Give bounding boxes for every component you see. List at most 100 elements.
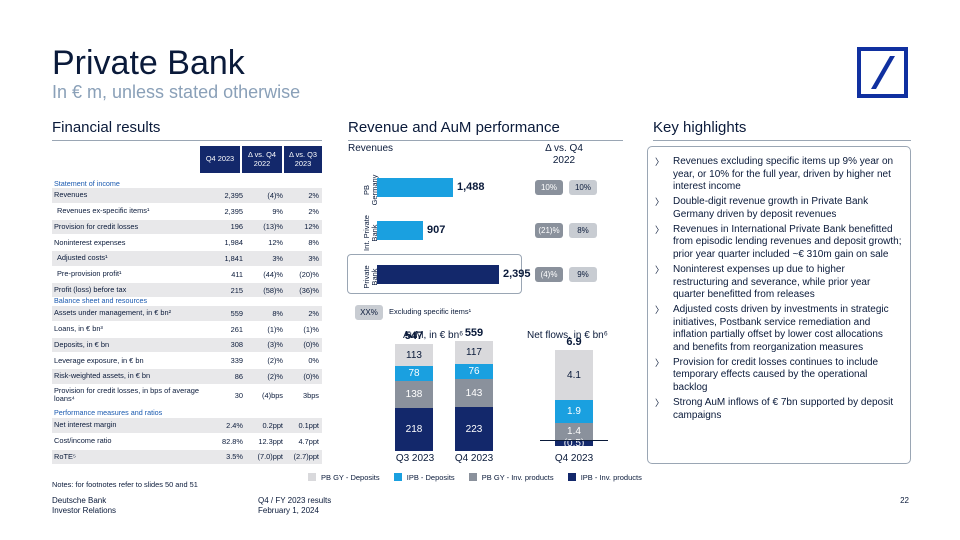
row-value: 339: [230, 356, 243, 366]
revenue-value-label: 907: [427, 224, 446, 236]
row-label: Revenues ex-specific items¹: [57, 206, 150, 216]
column-header: Δ vs. Q4 2022: [242, 146, 282, 173]
table-row: Adjusted costs¹ 1,841 3% 3%: [52, 251, 322, 266]
revenue-bar: [377, 178, 453, 197]
revenue-value-label: 2,395: [503, 268, 531, 280]
row-value: 8%: [308, 238, 319, 248]
netflows-label: Net flows, in € bn⁶: [527, 330, 608, 341]
table-row: Assets under management, in € bn² 559 8% 2%: [52, 306, 322, 321]
row-value: 3%: [308, 253, 319, 263]
table-row: Risk-weighted assets, in € bn 86 (2)% (0)%: [52, 369, 322, 384]
delta-ex-specific-pill: 10%: [569, 180, 597, 195]
row-value: 12%: [304, 222, 319, 232]
bar-label-private-bank: Private Bank: [362, 257, 379, 293]
highlight-item: Adjusted costs driven by investments in …: [655, 304, 902, 354]
row-label: Provision for credit losses: [54, 221, 139, 231]
legend-swatch: [308, 473, 316, 481]
aum-segment-ipb-inv: 218: [395, 408, 433, 451]
row-value: 0%: [308, 356, 319, 366]
table-row: RoTE⁵ 3.5% (7.0)ppt (2.7)ppt: [52, 449, 322, 465]
row-label: Noninterest expenses: [54, 237, 126, 247]
row-value: 3%: [272, 253, 283, 263]
highlight-item: Revenues in International Private Bank b…: [655, 224, 902, 262]
table-row: Profit (loss) before tax 215 (58)% (36)%: [52, 282, 322, 298]
aum-segment-pbgy-dep: 113: [395, 344, 433, 366]
row-value: (7.0)ppt: [257, 452, 283, 462]
highlight-item: Strong AuM inflows of € 7bn supported by…: [655, 397, 902, 422]
row-value: (3)%: [267, 340, 283, 350]
aum-total-label: 559: [464, 327, 484, 339]
row-label: Assets under management, in € bn²: [54, 308, 172, 318]
bar-label-int-private-bank: Int. Private Bank: [362, 213, 379, 251]
legend-item: PB GY - Inv. products: [468, 473, 554, 482]
table-section-title: Balance sheet and resources: [54, 296, 148, 305]
divider: [52, 140, 322, 141]
netflow-segment-ipb-dep: 1.9: [555, 400, 593, 423]
row-value: (0)%: [303, 340, 319, 350]
bar-label-pb-germany: PB Germany: [362, 170, 379, 206]
row-value: (4)bps: [262, 390, 283, 400]
delta-pill: (4)%: [535, 267, 563, 282]
row-value: 0.1ppt: [298, 420, 319, 430]
row-label: Provision for credit losses, in bps of a…: [54, 386, 200, 403]
row-value: 82.8%: [222, 436, 243, 446]
row-value: 2.4%: [226, 420, 243, 430]
table-row: Deposits, in € bn 308 (3)% (0)%: [52, 337, 322, 353]
row-value: 86: [234, 371, 243, 381]
page-title: Private Bank: [52, 44, 245, 82]
legend-swatch: [468, 473, 477, 481]
footer-doc: Q4 / FY 2023 results February 1, 2024: [258, 496, 331, 516]
row-value: 9%: [272, 206, 283, 216]
row-value: 261: [230, 324, 243, 334]
row-value: (2)%: [267, 371, 283, 381]
row-value: 3bps: [302, 390, 319, 400]
aum-total-label: 547: [404, 330, 424, 342]
row-value: (0)%: [303, 371, 319, 381]
footer-org: Deutsche Bank Investor Relations: [52, 496, 116, 516]
revenue-bar: [377, 265, 499, 284]
divider: [653, 140, 911, 141]
row-label: Pre-provision profit¹: [57, 269, 122, 279]
page-subtitle: In € m, unless stated otherwise: [52, 82, 301, 102]
period-label: Q4 2023: [454, 453, 494, 464]
table-row: Provision for credit losses 196 (13)% 12%: [52, 219, 322, 235]
table-row: Loans, in € bn³ 261 (1)% (1)%: [52, 322, 322, 337]
row-value: (1)%: [267, 324, 283, 334]
table-section-title: Performance measures and ratios: [54, 408, 163, 417]
legend-swatch: [567, 473, 576, 481]
legend-item: PB GY - Deposits: [308, 473, 380, 482]
footer-doc-date: February 1, 2024: [258, 506, 319, 515]
row-value: 559: [230, 308, 243, 318]
table-row: Leverage exposure, in € bn 339 (2)% 0%: [52, 353, 322, 368]
divider: [348, 140, 623, 141]
aum-segment-pbgy-dep: 117: [455, 341, 493, 364]
row-value: 2,395: [224, 190, 244, 200]
row-value: 30: [234, 390, 243, 400]
legend-xx-pill: XX%: [355, 305, 383, 320]
footer-org-name: Deutsche Bank: [52, 496, 107, 505]
highlight-item: Double-digit revenue growth in Private B…: [655, 196, 902, 221]
revenue-bar: [377, 221, 423, 240]
row-value: 308: [230, 340, 243, 350]
row-value: 0.2ppt: [262, 420, 283, 430]
row-value: (58)%: [263, 285, 283, 295]
row-value: 3.5%: [226, 452, 243, 462]
table-section-title: Statement of income: [54, 179, 120, 188]
table-row: Noninterest expenses 1,984 12% 8%: [52, 235, 322, 250]
row-value: 2%: [308, 206, 319, 216]
legend-item: IPB - Deposits: [393, 473, 455, 482]
delta-pill: 10%: [535, 180, 563, 195]
netflow-zero-axis: [540, 440, 608, 441]
row-value: 2,395: [224, 206, 244, 216]
delta-pill: (21)%: [535, 223, 563, 238]
row-label: Profit (loss) before tax: [54, 285, 127, 295]
row-value: (36)%: [299, 285, 319, 295]
delta-label: Δ vs. Q4 2022: [545, 143, 583, 166]
row-value: (2)%: [267, 356, 283, 366]
table-row: Provision for credit losses, in bps of a…: [52, 385, 322, 405]
highlights-list: Revenues excluding specific items up 9% …: [655, 156, 902, 422]
row-label: RoTE⁵: [54, 451, 76, 461]
period-label: Q4 2023: [554, 453, 594, 464]
netflow-segment-pbgy-inv: 1.4: [555, 423, 593, 440]
highlight-item: Noninterest expenses up due to higher re…: [655, 264, 902, 302]
